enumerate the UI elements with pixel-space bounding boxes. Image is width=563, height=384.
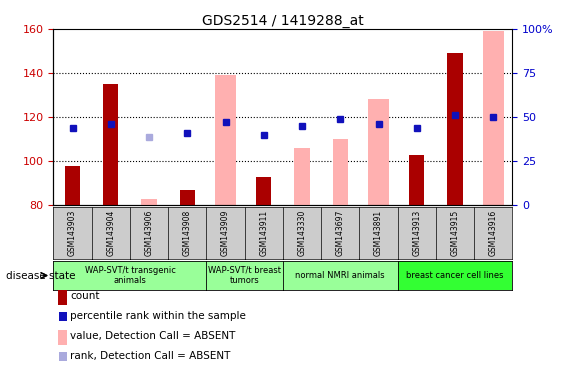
- Title: GDS2514 / 1419288_at: GDS2514 / 1419288_at: [202, 14, 364, 28]
- Text: breast cancer cell lines: breast cancer cell lines: [406, 271, 504, 280]
- Bar: [103, 84, 118, 205]
- Text: normal NMRI animals: normal NMRI animals: [296, 271, 385, 280]
- Bar: [215, 75, 236, 205]
- Bar: [368, 99, 389, 205]
- Text: GSM143913: GSM143913: [412, 210, 421, 256]
- Text: GSM143909: GSM143909: [221, 210, 230, 257]
- Bar: [65, 166, 81, 205]
- Bar: [294, 148, 310, 205]
- Bar: [409, 155, 425, 205]
- Bar: [180, 190, 195, 205]
- Text: rank, Detection Call = ABSENT: rank, Detection Call = ABSENT: [70, 351, 231, 361]
- Text: GSM143906: GSM143906: [145, 210, 154, 257]
- Text: WAP-SVT/t transgenic
animals: WAP-SVT/t transgenic animals: [84, 266, 176, 285]
- Bar: [482, 31, 504, 205]
- Text: GSM143911: GSM143911: [260, 210, 269, 256]
- Bar: [256, 177, 271, 205]
- Text: GSM143904: GSM143904: [106, 210, 115, 257]
- Text: GSM143916: GSM143916: [489, 210, 498, 256]
- Text: GSM143903: GSM143903: [68, 210, 77, 257]
- Text: GSM143915: GSM143915: [450, 210, 459, 256]
- Text: GSM143891: GSM143891: [374, 210, 383, 256]
- Text: disease state: disease state: [6, 270, 75, 281]
- Text: WAP-SVT/t breast
tumors: WAP-SVT/t breast tumors: [208, 266, 281, 285]
- Text: count: count: [70, 291, 100, 301]
- Bar: [141, 199, 157, 205]
- Text: GSM143697: GSM143697: [336, 210, 345, 257]
- Text: percentile rank within the sample: percentile rank within the sample: [70, 311, 246, 321]
- Bar: [333, 139, 348, 205]
- Bar: [448, 53, 463, 205]
- Text: GSM143330: GSM143330: [297, 210, 306, 257]
- Text: value, Detection Call = ABSENT: value, Detection Call = ABSENT: [70, 331, 236, 341]
- Text: GSM143908: GSM143908: [183, 210, 192, 256]
